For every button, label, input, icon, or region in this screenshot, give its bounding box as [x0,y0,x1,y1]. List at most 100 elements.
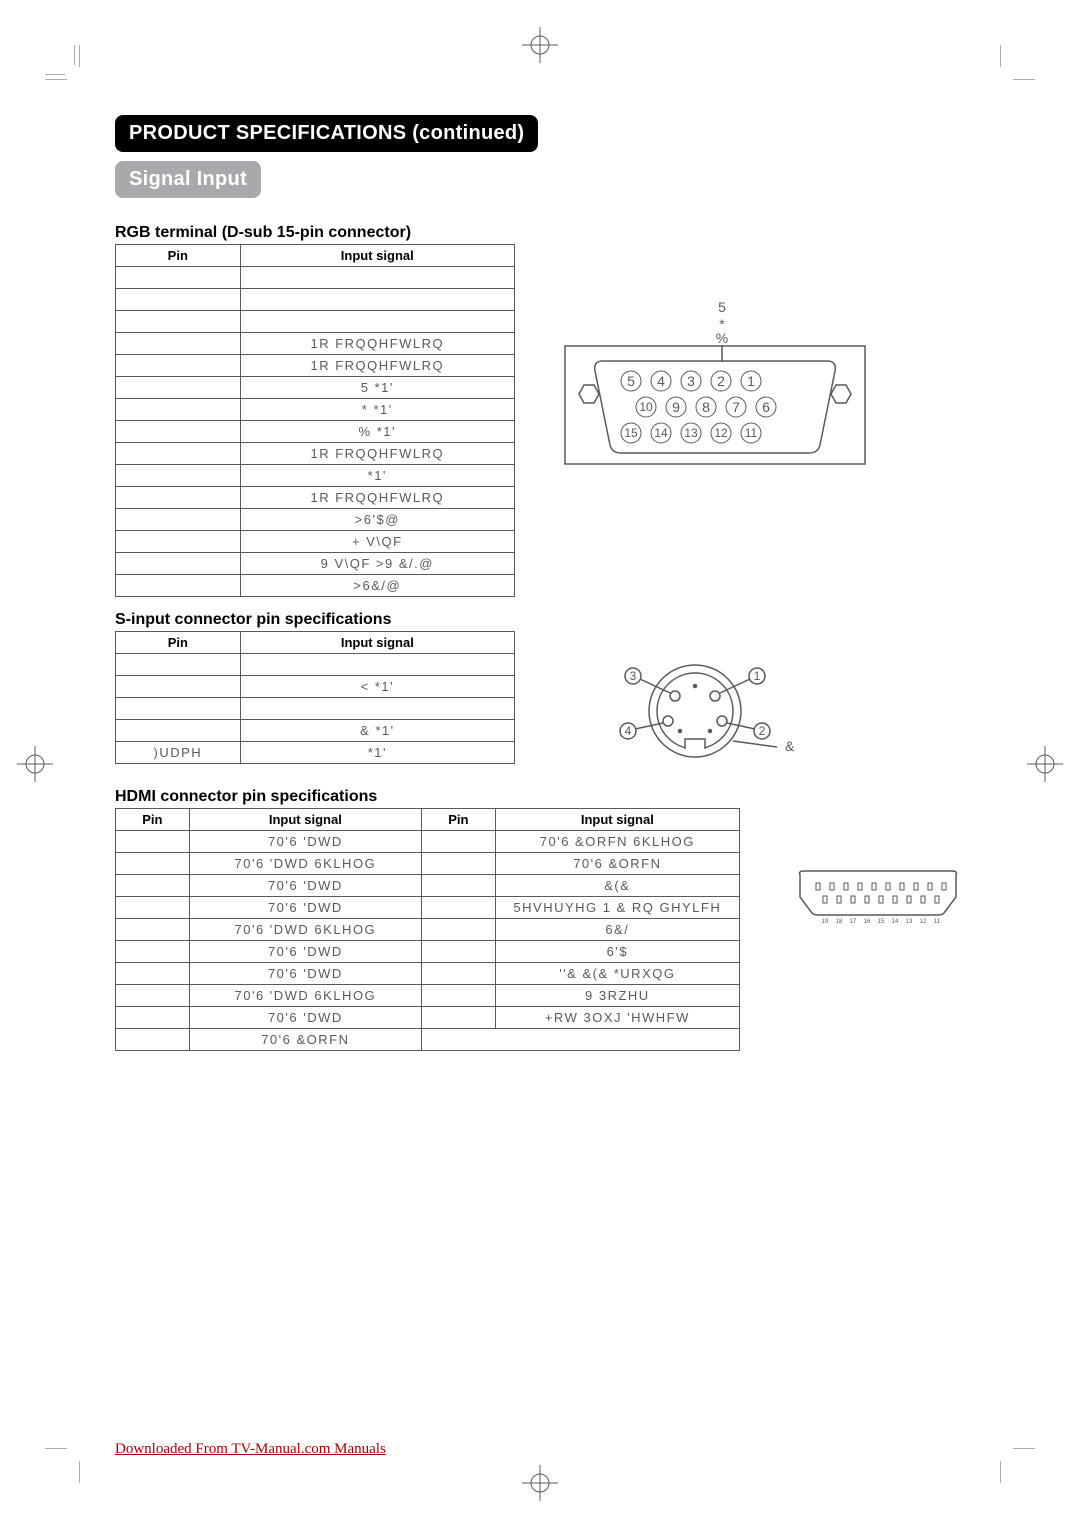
rgb-sig-cell: 1R FRQQHFWLRQ [240,333,514,355]
svideo-pin-cell: )UDPH [116,742,241,764]
table-row: >6'$@ [116,509,515,531]
svideo-th-sig: Input signal [240,632,514,654]
rgb-th-pin: Pin [116,245,241,267]
rgb-pin-cell [116,289,241,311]
hdmi-sig-cell: 70'6 'DWD [189,941,421,963]
hdmi-pin-cell [116,963,190,985]
rgb-sig-cell: % *1' [240,421,514,443]
header-signal-input: Signal Input [115,161,261,198]
dsub-diagram: 5 * % 5 4 3 2 1 10 9 [555,299,875,472]
page-content: PRODUCT SPECIFICATIONS (continued) Signa… [115,115,965,1051]
hdmi-sig-cell: &(& [495,875,739,897]
rgb-pin-cell [116,267,241,289]
svideo-table: PinInput signal < *1'& *1')UDPH*1' [115,631,515,764]
rgb-pin-cell [116,355,241,377]
hdmi-pin-cell [422,941,496,963]
table-row [116,698,515,720]
hdmi-row: Pin Input signal Pin Input signal 70'6 '… [115,808,965,1051]
table-row: 1R FRQQHFWLRQ [116,443,515,465]
hdmi-pin-cell [116,985,190,1007]
svideo-sig-cell [240,654,514,676]
svg-text:14: 14 [654,426,668,440]
hdmi-pin-cell [116,897,190,919]
svg-text:10: 10 [639,400,653,414]
table-row: 9 V\QF >9 &/.@ [116,553,515,575]
table-row: 70'6 'DWD 6KLHOG6&/ [116,919,740,941]
svideo-sig-cell: < *1' [240,676,514,698]
rgb-pin-cell [116,465,241,487]
table-row: 70'6 'DWD&(& [116,875,740,897]
svg-text:6: 6 [762,399,770,415]
svideo-sig-cell [240,698,514,720]
svideo-section-title: S-input connector pin specifications [115,611,965,629]
rgb-th-sig: Input signal [240,245,514,267]
rgb-sig-cell: 5 *1' [240,377,514,399]
svideo-pin-cell [116,654,241,676]
hdmi-sig-cell: 6&/ [495,919,739,941]
table-row: 70'6 &ORFN [116,1029,740,1051]
crop-tr [1000,45,1035,80]
svideo-pin-cell [116,720,241,742]
rgb-pin-cell [116,399,241,421]
hdmi-sig-cell: 70'6 'DWD [189,963,421,985]
hdmi-pin-cell [422,1029,740,1051]
rgb-sig-cell [240,267,514,289]
footer-link[interactable]: Downloaded From TV-Manual.com Manuals [115,1441,386,1458]
table-row: 1R FRQQHFWLRQ [116,487,515,509]
svg-text:4: 4 [657,373,665,389]
svg-text:5: 5 [627,373,635,389]
hdmi-sig-cell: 70'6 'DWD 6KLHOG [189,853,421,875]
svg-text:15: 15 [878,919,885,925]
svg-text:5: 5 [718,299,726,315]
svg-text:2: 2 [717,373,725,389]
svg-text:8: 8 [702,399,710,415]
svg-text:19: 19 [822,919,829,925]
rgb-pin-cell [116,531,241,553]
hdmi-sig-cell: 70'6 'DWD [189,1007,421,1029]
svg-text:1: 1 [754,669,761,683]
rgb-sig-cell: 1R FRQQHFWLRQ [240,443,514,465]
table-row: 70'6 'DWD70'6 &ORFN 6KLHOG [116,831,740,853]
svg-text:2: 2 [759,724,766,738]
rgb-sig-cell: *1' [240,465,514,487]
hdmi-pin-cell [116,1007,190,1029]
table-row: + V\QF [116,531,515,553]
table-row: 70'6 'DWD5HVHUYHG 1 & RQ GHYLFH [116,897,740,919]
hdmi-pin-cell [422,1007,496,1029]
svg-text:17: 17 [850,919,857,925]
hdmi-pin-cell [116,941,190,963]
svg-text:7: 7 [732,399,740,415]
rgb-sig-cell: 1R FRQQHFWLRQ [240,487,514,509]
table-row: *1' [116,465,515,487]
svideo-pin-cell [116,698,241,720]
hdmi-th-sig1: Input signal [189,809,421,831]
table-row: % *1' [116,421,515,443]
hdmi-sig-cell: 6'$ [495,941,739,963]
rgb-row: PinInput signal 1R FRQQHFWLRQ1R FRQQHFWL… [115,244,965,597]
rgb-sig-cell [240,289,514,311]
header-product-spec: PRODUCT SPECIFICATIONS (continued) [115,115,538,152]
crop-br [1000,1448,1035,1483]
svg-text:1: 1 [747,373,755,389]
svg-text:14: 14 [892,919,899,925]
hdmi-pin-cell [422,985,496,1007]
table-row: 1R FRQQHFWLRQ [116,355,515,377]
table-row: >6&/@ [116,575,515,597]
rgb-sig-cell: 1R FRQQHFWLRQ [240,355,514,377]
svideo-diagram: 3 1 4 2 & [585,651,815,774]
hdmi-sig-cell: +RW 3OXJ 'HWHFW [495,1007,739,1029]
registration-mark-bottom [520,1463,560,1503]
svideo-sig-cell: *1' [240,742,514,764]
table-row: 1R FRQQHFWLRQ [116,333,515,355]
hdmi-diagram: 191817161514131211 [790,863,965,946]
table-row [116,289,515,311]
rgb-section-title: RGB terminal (D-sub 15-pin connector) [115,224,965,242]
table-row: )UDPH*1' [116,742,515,764]
svg-text:13: 13 [906,919,913,925]
svg-text:11: 11 [934,919,941,925]
svg-text:15: 15 [624,426,638,440]
rgb-pin-cell [116,377,241,399]
table-row: 70'6 'DWD 6KLHOG70'6 &ORFN [116,853,740,875]
registration-mark-left [15,744,55,784]
table-row: & *1' [116,720,515,742]
